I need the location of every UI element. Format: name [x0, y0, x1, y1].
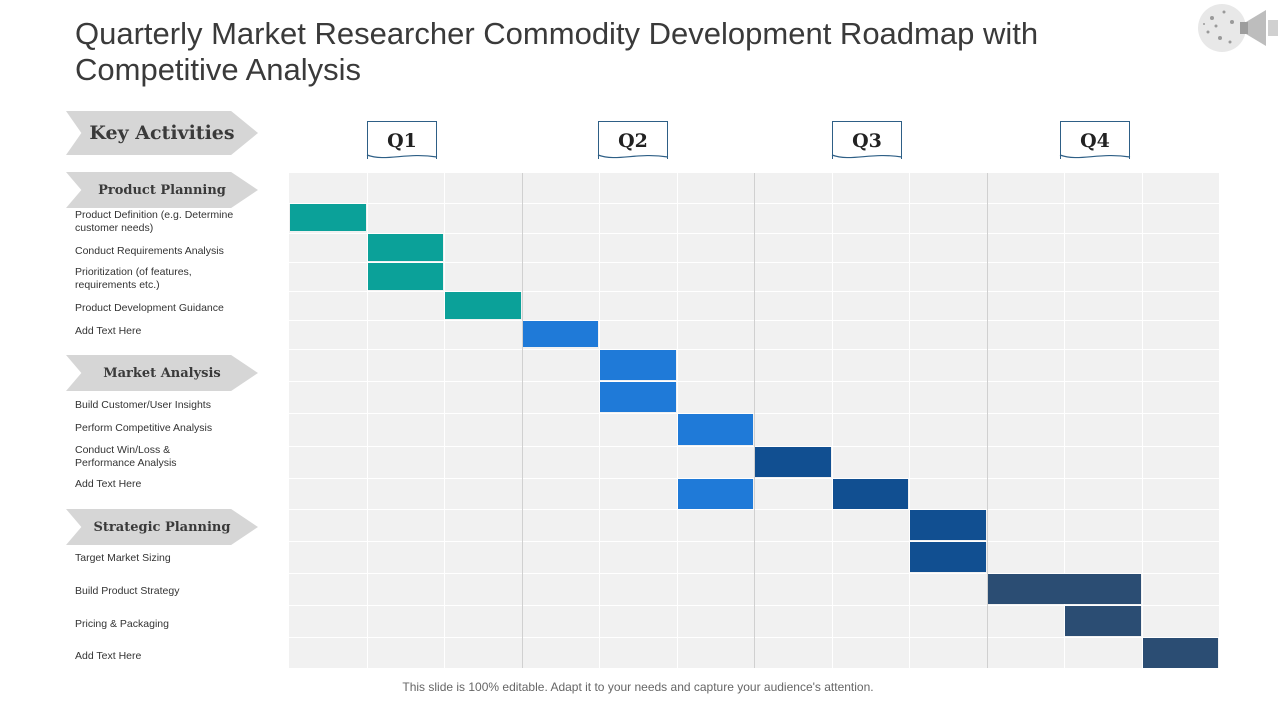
gantt-bar: [910, 542, 986, 572]
quarter-label-q4-wave: [1059, 154, 1131, 159]
activity-label: Add Text Here: [75, 478, 142, 490]
activity-label: Add Text Here: [75, 650, 142, 662]
grid-column-divider: [909, 173, 910, 668]
grid-column-divider: [1064, 173, 1065, 668]
activity-label: Pricing & Packaging: [75, 618, 169, 630]
category-banner-market-analysis: Market Analysis: [66, 355, 258, 391]
gantt-bar: [677, 414, 753, 445]
grid-column-divider: [832, 173, 833, 668]
gantt-bar: [600, 382, 676, 412]
category-banner-product-planning: Product Planning: [66, 172, 258, 208]
key-activities-banner: Key Activities: [66, 111, 258, 155]
gantt-bar: [1065, 606, 1141, 636]
quarter-label-q2: Q2: [598, 121, 668, 159]
gantt-bar: [445, 292, 521, 319]
quarter-divider: [522, 173, 523, 668]
activity-label: Product Definition (e.g. Determine custo…: [75, 209, 234, 234]
activity-label: Product Development Guidance: [75, 302, 224, 314]
quarter-divider: [754, 173, 755, 668]
activity-label: Build Customer/User Insights: [75, 399, 211, 411]
gantt-grid: [289, 173, 1219, 668]
quarter-label-q3: Q3: [832, 121, 902, 159]
footer-note: This slide is 100% editable. Adapt it to…: [402, 680, 874, 694]
quarter-label-q2-wave: [597, 154, 669, 159]
quarter-label-q3-wave: [831, 154, 903, 159]
grid-column-divider: [444, 173, 445, 668]
gantt-bar: [1142, 638, 1218, 668]
quarter-label-q1-wave: [366, 154, 438, 159]
grid-column-divider: [599, 173, 600, 668]
megaphone-icon: [1198, 4, 1278, 52]
quarter-label-q1: Q1: [367, 121, 437, 159]
gantt-bar: [290, 204, 366, 231]
activity-label: Target Market Sizing: [75, 552, 171, 564]
gantt-bar: [367, 234, 443, 261]
gantt-bar: [367, 263, 443, 290]
grid-column-divider: [367, 173, 368, 668]
page-title: Quarterly Market Researcher Commodity De…: [75, 16, 1039, 87]
gantt-bar: [832, 479, 908, 509]
activity-label: Prioritization (of features, requirement…: [75, 266, 192, 291]
category-banner-strategic-planning: Strategic Planning: [66, 509, 258, 545]
gantt-bar: [987, 574, 1141, 604]
activity-label: Conduct Requirements Analysis: [75, 245, 224, 257]
gantt-bar: [677, 479, 753, 509]
grid-column-divider: [1142, 173, 1143, 668]
gantt-bar: [600, 350, 676, 380]
activity-label: Conduct Win/Loss & Performance Analysis: [75, 444, 177, 469]
activity-label: Add Text Here: [75, 325, 142, 337]
gantt-bar: [755, 447, 831, 477]
activity-label: Build Product Strategy: [75, 585, 180, 597]
quarter-divider: [987, 173, 988, 668]
quarter-label-q4: Q4: [1060, 121, 1130, 159]
gantt-bar: [522, 321, 598, 347]
gantt-bar: [910, 510, 986, 540]
activity-label: Perform Competitive Analysis: [75, 422, 213, 434]
